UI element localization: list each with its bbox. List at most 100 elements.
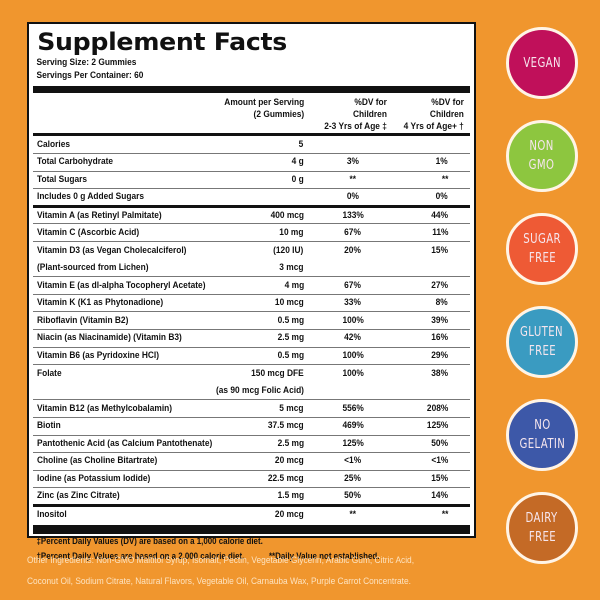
nutrient-dv-children-2-3-cell: **: [312, 505, 394, 523]
nutrient-dv-children-2-3-cell: 556%: [311, 399, 394, 418]
nutrient-dv-children-2-3: 33%: [344, 297, 362, 309]
nutrient-dv-children-2-3-cell: [311, 136, 394, 155]
badge-vegan-line1: VEGAN: [523, 55, 561, 71]
divider-thick: [33, 86, 470, 93]
nutrient-dv-children-2-3: 67%: [344, 226, 362, 238]
badge-sugar-free-line2: FREE: [528, 251, 556, 266]
nutrient-name-cell: Zinc (as Zinc Citrate): [33, 487, 239, 507]
nutrient-amount: 4 mg: [284, 279, 304, 291]
nutrient-name: Calories: [37, 138, 70, 150]
nutrient-name: Choline (as Choline Bitartrate): [37, 455, 158, 467]
nutrient-dv-children-2-3-cell: 42%: [311, 329, 394, 348]
nutrient-amount-cell: 400 mcg: [238, 206, 312, 225]
footnote-1000-calorie: ‡Percent Daily Values (DV) are based on …: [36, 536, 263, 547]
nutrient-amount: 37.5 mcg: [267, 420, 304, 432]
nutrient-amount: 4 g: [291, 156, 304, 168]
nutrient-name: Includes 0 g Added Sugars: [37, 191, 145, 203]
nutrient-dv-children-4-plus-cell: 14%: [393, 487, 470, 507]
nutrient-row: Vitamin B6 (as Pyridoxine HCl) 0.5 mg 100%…: [33, 347, 470, 366]
serving-size: Serving Size: 2 Gummies: [36, 57, 137, 68]
nutrient-dv-children-2-3-cell: [311, 382, 394, 401]
panel-title: Supplement Facts: [37, 28, 287, 56]
nutrient-name-cell: Riboflavin (Vitamin B2): [33, 311, 239, 331]
nutrient-row: Vitamin C (Ascorbic Acid) 10 mg 67% 11%: [33, 223, 470, 243]
nutrient-dv-children-4-plus-cell: 125%: [393, 417, 470, 436]
nutrient-name-cell: Choline (as Choline Bitartrate): [33, 452, 239, 471]
nutrient-row: Choline (as Choline Bitartrate) 20 mcg <1%…: [33, 452, 470, 471]
nutrient-dv-children-4-plus-cell: 44%: [393, 206, 470, 225]
nutrient-dv-children-2-3: 67%: [344, 279, 362, 291]
nutrient-name-cell: Vitamin E (as dl-alpha Tocopheryl Acetat…: [33, 276, 239, 295]
nutrient-dv-children-2-3-cell: [311, 259, 394, 278]
nutrient-amount: 3 mcg: [279, 261, 304, 273]
nutrient-dv-children-2-3-cell: 67%: [311, 223, 394, 243]
nutrient-row: Vitamin B12 (as Methylcobalamin) 5 mcg 556…: [33, 399, 470, 418]
nutrient-dv-children-2-3-cell: **: [311, 171, 394, 190]
badge-no-gelatin-line2: GELATIN: [519, 437, 565, 452]
nutrient-dv-children-2-3-cell: 125%: [311, 435, 394, 454]
badge-gluten-free-line2: FREE: [528, 344, 556, 359]
nutrient-name: Total Carbohydrate: [37, 156, 114, 168]
badge-non-gmo-line2: GMO: [529, 158, 555, 173]
nutrient-amount: 5 mcg: [279, 402, 304, 414]
header-blank: [33, 93, 210, 136]
badge-dairy-free-line2: FREE: [528, 530, 556, 545]
nutrient-name-cell: (Plant-sourced from Lichen): [33, 259, 239, 278]
nutrient-name: Vitamin A (as Retinyl Palmitate): [37, 209, 162, 221]
nutrient-name: Vitamin B6 (as Pyridoxine HCl): [37, 349, 160, 361]
nutrient-amount-cell: 22.5 mcg: [238, 470, 312, 489]
nutrient-amount-cell: 0.5 mg: [238, 311, 312, 331]
nutrient-dv-children-4-plus-cell: **: [393, 171, 470, 190]
nutrient-dv-children-4-plus: 16%: [431, 332, 448, 344]
header-dv2-line1: %DV for Children: [430, 97, 464, 120]
nutrient-amount-cell: 10 mg: [238, 223, 312, 243]
nutrient-amount-cell: 5 mcg: [238, 399, 312, 418]
badge-sugar-free-line1: SUGAR: [523, 232, 561, 247]
nutrient-dv-children-4-plus: 14%: [431, 490, 448, 502]
nutrient-dv-children-4-plus-cell: 15%: [394, 242, 470, 260]
nutrient-dv-children-2-3: 3%: [346, 156, 359, 168]
nutrient-dv-children-2-3: 125%: [342, 437, 364, 449]
nutrient-dv-children-2-3-cell: 67%: [311, 276, 394, 295]
nutrient-row: Includes 0 g Added Sugars 0% 0%: [33, 188, 470, 208]
nutrient-row: Vitamin D3 (as Vegan Cholecalciferol) (12…: [33, 242, 470, 260]
nutrient-dv-children-2-3-cell: 25%: [311, 470, 394, 489]
nutrient-amount: (120 IU): [273, 244, 304, 256]
badge-gluten-free-line1: GLUTEN: [520, 325, 564, 340]
badge-dairy-free: DAIRY FREE: [506, 492, 578, 564]
nutrient-name-cell: Includes 0 g Added Sugars: [33, 188, 239, 208]
nutrient-dv-children-4-plus-cell: 38%: [394, 365, 470, 383]
header-amount-line1: Amount per Serving: [224, 97, 305, 108]
nutrient-amount: 20 mcg: [274, 455, 304, 467]
nutrient-row: (as 90 mcg Folic Acid): [33, 382, 470, 401]
nutrient-row: Vitamin K (K1 as Phytonadione) 10 mcg 33% 8…: [33, 294, 470, 313]
header-amount-line2: (2 Gummies): [253, 109, 305, 120]
nutrient-dv-children-4-plus: 38%: [431, 367, 448, 379]
nutrient-dv-children-2-3-cell: 100%: [311, 347, 394, 366]
badge-no-gelatin: NO GELATIN: [506, 399, 578, 471]
nutrient-dv-children-2-3: **: [349, 509, 357, 521]
nutrient-dv-children-4-plus: 29%: [431, 349, 448, 361]
nutrient-name: Vitamin K (K1 as Phytonadione): [37, 297, 164, 309]
nutrient-row: Folate 150 mcg DFE 100% 38%: [33, 365, 470, 383]
nutrient-name-cell: Iodine (as Potassium Iodide): [33, 470, 239, 489]
header-dv2-line2: 4 Yrs of Age+ †: [403, 121, 464, 132]
nutrient-dv-children-4-plus-cell: [393, 382, 470, 401]
nutrient-amount-cell: 37.5 mcg: [238, 417, 312, 436]
nutrient-name-cell: Total Carbohydrate: [33, 153, 239, 172]
nutrient-name-cell: Vitamin B6 (as Pyridoxine HCl): [33, 347, 239, 366]
nutrient-dv-children-2-3: 50%: [344, 490, 362, 502]
nutrient-dv-children-4-plus-cell: 16%: [393, 329, 470, 348]
nutrient-dv-children-4-plus: 39%: [431, 314, 448, 326]
nutrient-amount-cell: 2.5 mg: [238, 435, 312, 454]
nutrient-row: Inositol 20 mcg ** **: [33, 505, 470, 523]
nutrient-dv-children-4-plus: 1%: [435, 156, 448, 168]
nutrient-dv-children-4-plus-cell: [393, 259, 470, 278]
header-dv-children-2-3: %DV for Children 2-3 Yrs of Age ‡: [312, 93, 396, 136]
nutrient-dv-children-4-plus-cell: 208%: [393, 399, 470, 418]
nutrient-amount-cell: 0.5 mg: [238, 347, 312, 366]
nutrient-dv-children-2-3-cell: 100%: [312, 365, 394, 383]
nutrient-amount: 0.5 mg: [277, 314, 304, 326]
nutrient-name: Vitamin B12 (as Methylcobalamin): [37, 402, 173, 414]
nutrient-name-cell: Vitamin C (Ascorbic Acid): [33, 223, 239, 243]
